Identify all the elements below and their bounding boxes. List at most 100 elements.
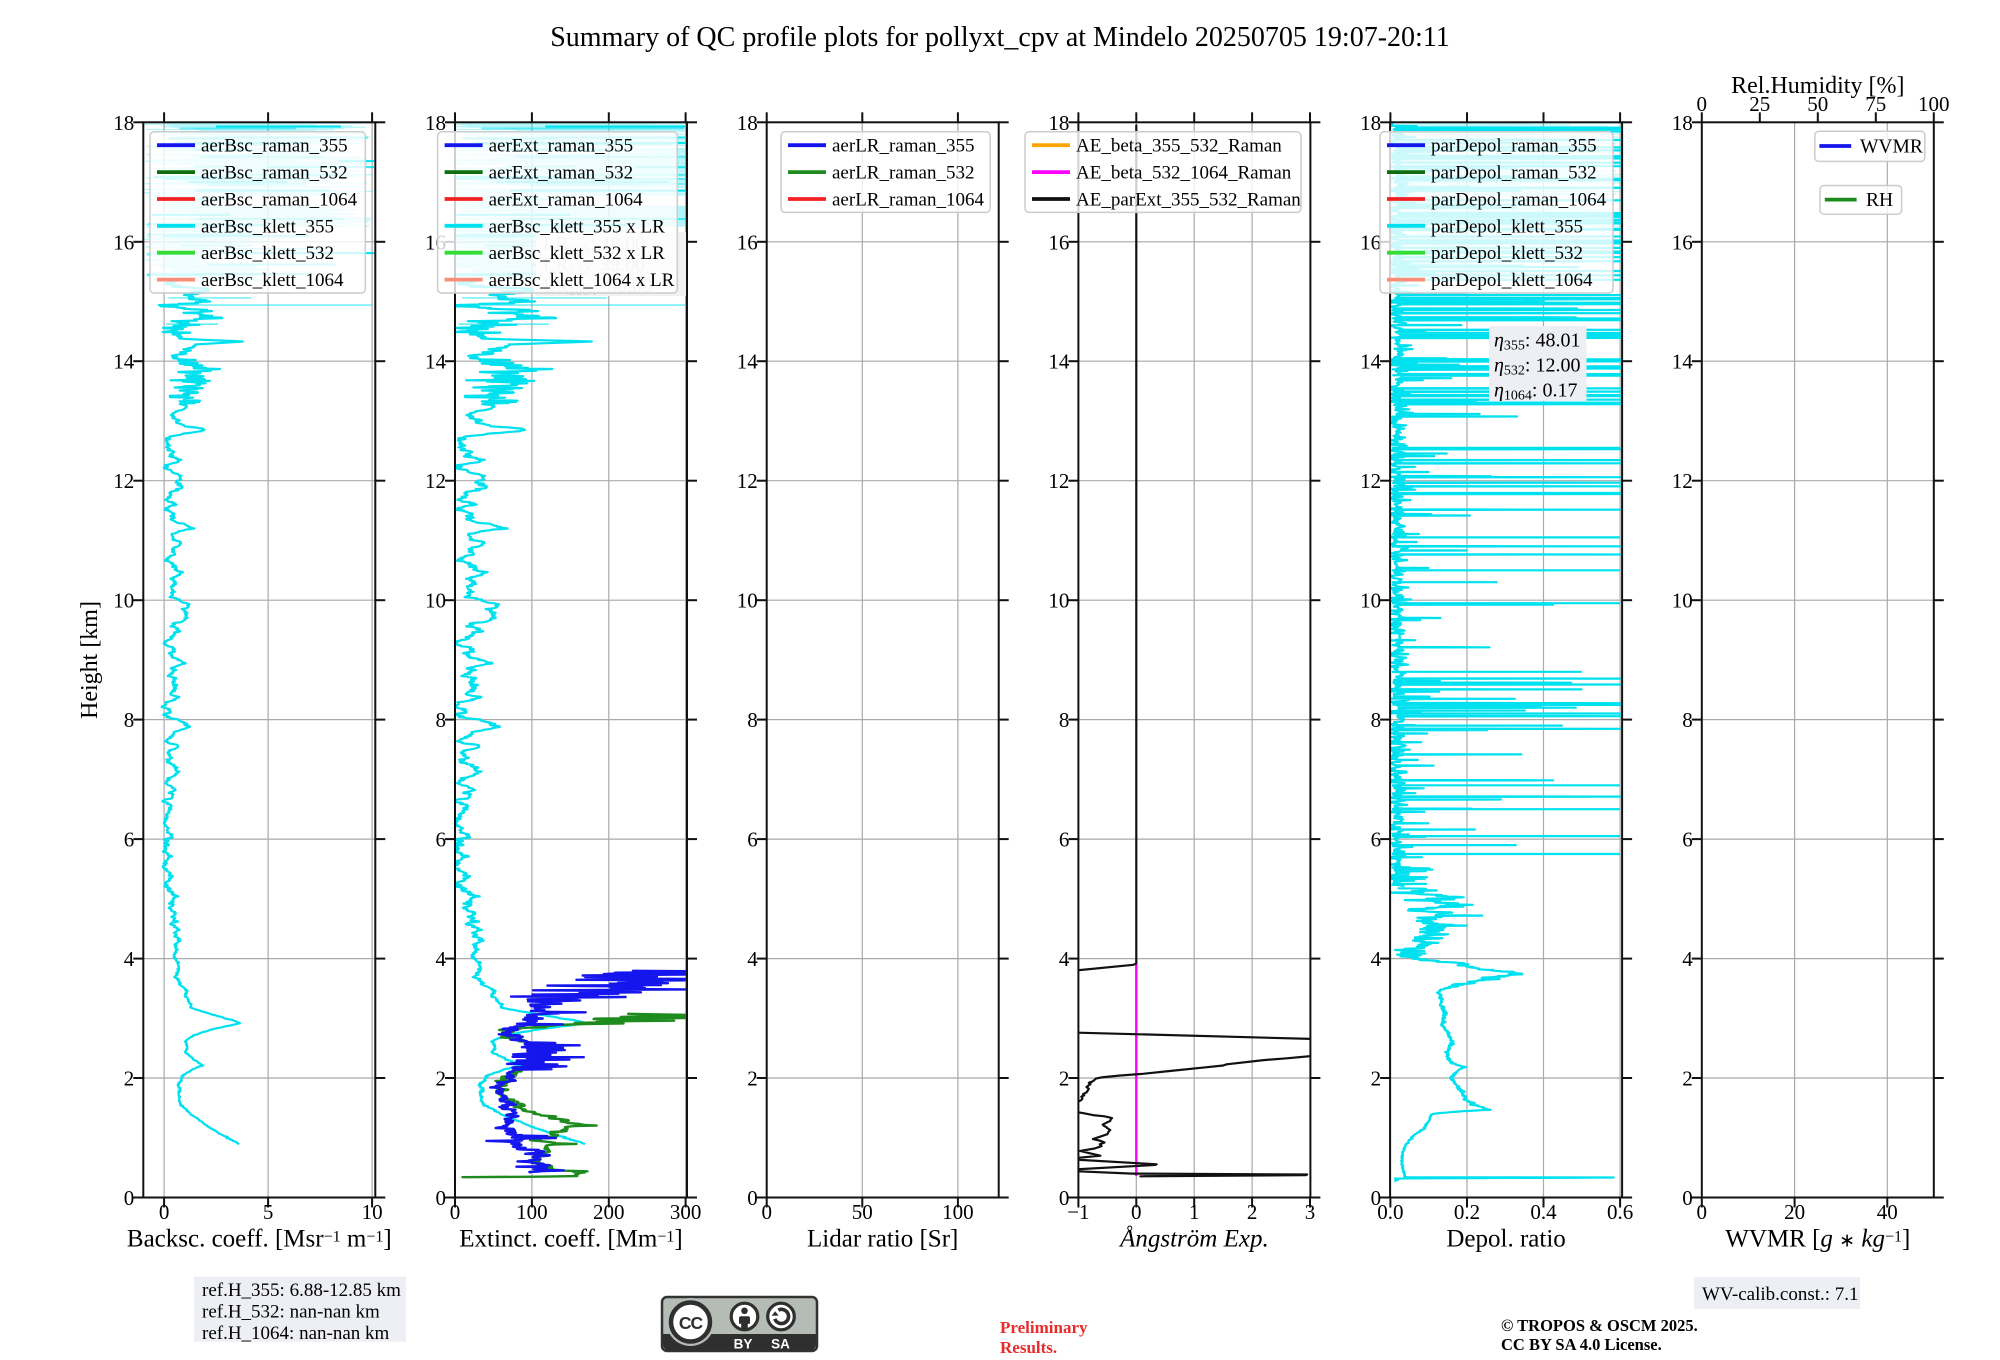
svg-text:aerBsc_klett_532: aerBsc_klett_532 [201,243,334,264]
svg-text:aerBsc_raman_532: aerBsc_raman_532 [201,163,348,184]
svg-text:6: 6 [436,828,447,852]
svg-text:8: 8 [1059,708,1070,732]
svg-text:0: 0 [1371,1186,1382,1210]
svg-text:4: 4 [1059,947,1070,971]
svg-text:2: 2 [1371,1067,1382,1091]
svg-text:4: 4 [1371,947,1382,971]
svg-text:14: 14 [737,350,759,374]
svg-text:6: 6 [1371,828,1382,852]
svg-text:16: 16 [113,230,134,254]
svg-text:0.2: 0.2 [1454,1200,1480,1224]
svg-text:2: 2 [436,1067,447,1091]
svg-text:4: 4 [124,947,135,971]
svg-text:parDepol_raman_355: parDepol_raman_355 [1431,136,1597,157]
svg-text:aerBsc_raman_1064: aerBsc_raman_1064 [201,190,358,211]
svg-text:Backsc. coeff. [Msr−1 m−1]: Backsc. coeff. [Msr−1 m−1] [127,1226,392,1253]
svg-text:parDepol_raman_532: parDepol_raman_532 [1431,163,1597,184]
svg-text:8: 8 [124,708,135,732]
svg-text:0.0: 0.0 [1377,1200,1403,1224]
svg-text:10: 10 [113,589,134,613]
svg-text:50: 50 [852,1200,873,1224]
svg-text:0: 0 [436,1186,447,1210]
svg-text:Depol. ratio: Depol. ratio [1446,1226,1565,1253]
svg-text:2: 2 [1682,1067,1693,1091]
svg-text:18: 18 [737,111,758,135]
svg-text:Lidar ratio [Sr]: Lidar ratio [Sr] [807,1226,958,1253]
svg-text:12: 12 [425,469,446,493]
svg-text:6: 6 [1059,828,1070,852]
svg-text:0: 0 [761,1200,772,1224]
svg-text:0: 0 [1131,1200,1142,1224]
svg-text:aerExt_raman_355: aerExt_raman_355 [489,136,634,157]
svg-text:14: 14 [1672,350,1694,374]
svg-text:aerBsc_raman_355: aerBsc_raman_355 [201,136,348,157]
svg-text:12: 12 [113,469,134,493]
svg-text:WVMR [g ∗ kg−1]: WVMR [g ∗ kg−1] [1725,1226,1910,1253]
svg-text:16: 16 [1360,230,1381,254]
svg-text:12: 12 [1048,469,1069,493]
svg-text:10: 10 [1672,589,1693,613]
svg-text:300: 300 [670,1200,702,1224]
svg-text:18: 18 [1672,111,1693,135]
svg-text:0: 0 [1697,92,1708,116]
svg-text:RH: RH [1866,190,1893,211]
svg-text:AE_beta_532_1064_Raman: AE_beta_532_1064_Raman [1076,163,1292,184]
svg-text:CC BY SA 4.0 License.: CC BY SA 4.0 License. [1501,1335,1662,1354]
svg-text:BY: BY [734,1337,753,1352]
svg-text:16: 16 [1672,230,1693,254]
svg-text:2: 2 [747,1067,758,1091]
svg-text:aerBsc_klett_1064 x LR: aerBsc_klett_1064 x LR [489,270,675,291]
svg-text:aerBsc_klett_1064: aerBsc_klett_1064 [201,270,344,291]
svg-text:100: 100 [516,1200,548,1224]
svg-text:CC: CC [679,1313,704,1333]
svg-text:100: 100 [1918,92,1950,116]
svg-text:aerLR_raman_532: aerLR_raman_532 [832,163,974,184]
svg-text:Height [km]: Height [km] [77,601,103,719]
svg-text:4: 4 [436,947,447,971]
svg-text:12: 12 [737,469,758,493]
svg-text:2: 2 [124,1067,135,1091]
svg-text:−1: −1 [1067,1200,1089,1224]
svg-text:6: 6 [124,828,135,852]
svg-text:6: 6 [1682,828,1693,852]
svg-text:aerLR_raman_1064: aerLR_raman_1064 [832,190,984,211]
svg-text:16: 16 [737,230,758,254]
svg-text:10: 10 [737,589,758,613]
svg-text:8: 8 [1682,708,1693,732]
svg-text:8: 8 [1371,708,1382,732]
svg-text:Preliminary: Preliminary [1000,1318,1088,1337]
svg-text:Ångström Exp.: Ångström Exp. [1118,1226,1269,1253]
svg-text:4: 4 [1682,947,1693,971]
svg-text:20: 20 [1784,1200,1805,1224]
svg-text:parDepol_klett_532: parDepol_klett_532 [1431,243,1583,264]
svg-text:parDepol_klett_355: parDepol_klett_355 [1431,216,1583,237]
svg-text:18: 18 [113,111,134,135]
svg-text:14: 14 [425,350,447,374]
svg-text:parDepol_klett_1064: parDepol_klett_1064 [1431,270,1593,291]
svg-text:0: 0 [159,1200,170,1224]
svg-text:Results.: Results. [1000,1338,1057,1357]
svg-text:100: 100 [942,1200,974,1224]
svg-text:WV-calib.const.: 7.1: WV-calib.const.: 7.1 [1702,1284,1859,1305]
svg-text:75: 75 [1865,92,1886,116]
svg-text:6: 6 [747,828,758,852]
svg-text:aerLR_raman_355: aerLR_raman_355 [832,136,974,157]
svg-text:0.6: 0.6 [1607,1200,1633,1224]
svg-text:0: 0 [1697,1200,1708,1224]
svg-text:0: 0 [747,1186,758,1210]
svg-text:ref.H_1064: nan-nan km: ref.H_1064: nan-nan km [202,1323,390,1344]
svg-text:14: 14 [1048,350,1070,374]
svg-text:14: 14 [113,350,135,374]
svg-text:1: 1 [1189,1200,1200,1224]
svg-text:10: 10 [1360,589,1381,613]
svg-text:4: 4 [747,947,758,971]
svg-text:Extinct. coeff. [Mm−1]: Extinct. coeff. [Mm−1] [459,1226,682,1253]
svg-text:12: 12 [1360,469,1381,493]
svg-text:50: 50 [1807,92,1828,116]
svg-text:200: 200 [593,1200,625,1224]
svg-text:5: 5 [263,1200,274,1224]
svg-text:aerExt_raman_532: aerExt_raman_532 [489,163,634,184]
svg-text:10: 10 [362,1200,383,1224]
svg-text:WVMR: WVMR [1860,137,1923,158]
svg-text:SA: SA [771,1337,790,1352]
